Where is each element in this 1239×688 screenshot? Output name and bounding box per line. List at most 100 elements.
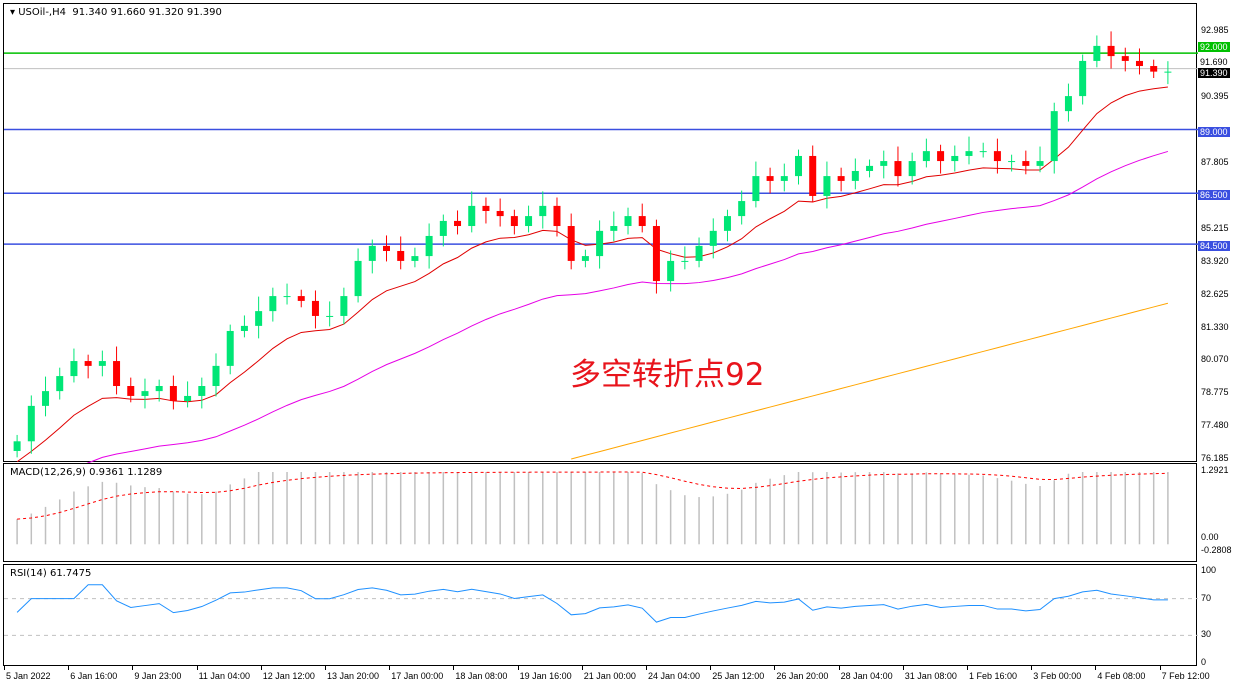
candle-body (141, 391, 149, 396)
time-tick-label: 31 Jan 08:00 (904, 671, 957, 681)
candle-body (638, 216, 646, 227)
price-tick-label: 76.185 (1201, 453, 1229, 463)
time-tick-label: 26 Jan 20:00 (776, 671, 829, 681)
annotation-text: 多空转折点92 (570, 357, 765, 393)
moving-average-mid (86, 150, 1169, 463)
time-tick-label: 17 Jan 00:00 (391, 671, 444, 681)
macd-label: MACD(12,26,9) 0.9361 1.1289 (10, 467, 163, 478)
candle-body (1036, 161, 1044, 166)
macd-panel[interactable]: MACD(12,26,9) 0.9361 1.1289 (3, 463, 1197, 562)
candle-body (326, 315, 334, 317)
rsi-label: RSI(14) 61.7475 (10, 568, 92, 579)
candle-body (397, 250, 405, 261)
time-tick-label: 13 Jan 20:00 (327, 671, 380, 681)
time-tick-mark (132, 666, 134, 670)
candle-body (723, 216, 731, 231)
time-tick-mark (646, 666, 647, 670)
candle-body (709, 230, 717, 246)
time-tick-label: 25 Jan 12:00 (712, 671, 765, 681)
time-tick-mark (774, 666, 776, 670)
candle-body (240, 325, 248, 331)
rsi-panel[interactable]: RSI(14) 61.7475 (3, 564, 1198, 666)
candle-body (866, 165, 874, 171)
candle-body (184, 395, 192, 402)
price-chart-canvas (4, 31, 1198, 463)
candle-body (340, 296, 348, 316)
ask-price-label: 91.690 (1200, 56, 1228, 67)
level-price-tag: 84.500 (1198, 241, 1230, 252)
ohlc-label: 91.340 91.660 91.320 91.390 (72, 7, 222, 18)
candle-body (169, 386, 177, 402)
candle-body (581, 256, 589, 261)
rsi-tick-label: 30 (1201, 629, 1212, 640)
candle-body (510, 216, 518, 227)
time-tick-mark (967, 666, 968, 670)
candle-body (525, 216, 533, 227)
candle-body (1008, 161, 1016, 163)
candle-body (468, 205, 476, 227)
price-tick-label: 90.395 (1201, 90, 1229, 101)
candle-body (98, 361, 106, 366)
candle-body (809, 155, 817, 196)
time-tick-mark (196, 666, 198, 670)
candle-body (596, 230, 604, 257)
candle-body (425, 235, 433, 257)
candle-body (1050, 111, 1058, 162)
candle-body (283, 296, 291, 298)
candle-body (567, 226, 575, 261)
candle-body (752, 176, 760, 202)
candle-body (1064, 96, 1072, 112)
candle-body (255, 311, 263, 326)
candle-body (127, 386, 135, 396)
macd-tick-label: 0.00 (1201, 532, 1219, 542)
candle-body (780, 176, 788, 181)
candle-body (70, 361, 78, 377)
candle-body (155, 386, 163, 392)
time-tick-label: 11 Jan 04:00 (198, 671, 250, 681)
price-tick-label: 80.070 (1201, 354, 1229, 365)
candle-body (1164, 71, 1172, 73)
time-tick-label: 21 Jan 00:00 (583, 671, 636, 681)
time-axis: 5 Jan 2022 6 Jan 16:00 9 Jan 23:00 11 Jan 0… (3, 666, 1210, 688)
candle-body (411, 256, 419, 261)
price-chart[interactable]: ▾ USOil-,H4 91.340 91.660 91.320 91.390 … (3, 3, 1198, 463)
candle-body (368, 245, 376, 261)
time-tick-label: 18 Jan 08:00 (455, 671, 508, 681)
candle-body (42, 391, 50, 406)
candle-body (27, 405, 35, 442)
level-price-tag: 86.500 (1198, 190, 1230, 201)
macd-tick-label: -0.2808 (1201, 545, 1232, 555)
candle-body (311, 300, 319, 316)
candle-body (1135, 60, 1143, 67)
macd-canvas (16, 471, 1169, 545)
time-tick-mark (389, 666, 391, 670)
candle-body (951, 155, 959, 162)
candle-body (1107, 45, 1115, 57)
time-tick-mark (68, 666, 70, 670)
candle-body (269, 296, 277, 312)
candle-body (297, 296, 305, 301)
time-tick-label: 12 Jan 12:00 (262, 671, 315, 681)
candle-body (1079, 60, 1087, 97)
price-tick-label: 83.920 (1201, 255, 1229, 266)
candle-body (922, 151, 930, 162)
bid-price-tag: 91.390 (1198, 67, 1230, 78)
time-tick-label: 4 Feb 08:00 (1097, 671, 1146, 681)
candle-body (894, 161, 902, 177)
candle-body (937, 151, 945, 162)
time-tick-mark (453, 666, 455, 670)
triangle-down-icon[interactable]: ▾ (10, 7, 16, 18)
candle-body (198, 386, 206, 396)
candle-body (837, 176, 845, 181)
candle-body (795, 155, 803, 177)
moving-average-slow (571, 302, 1169, 460)
rsi-tick-label: 70 (1201, 592, 1212, 603)
candle-body (823, 176, 831, 196)
candle-body (382, 245, 390, 251)
candle-body (439, 220, 447, 236)
price-tick-label: 87.805 (1201, 156, 1229, 167)
candle-body (667, 260, 675, 282)
time-tick-label: 28 Jan 04:00 (840, 671, 893, 681)
candle-body (13, 441, 21, 451)
time-tick-mark (838, 666, 840, 670)
